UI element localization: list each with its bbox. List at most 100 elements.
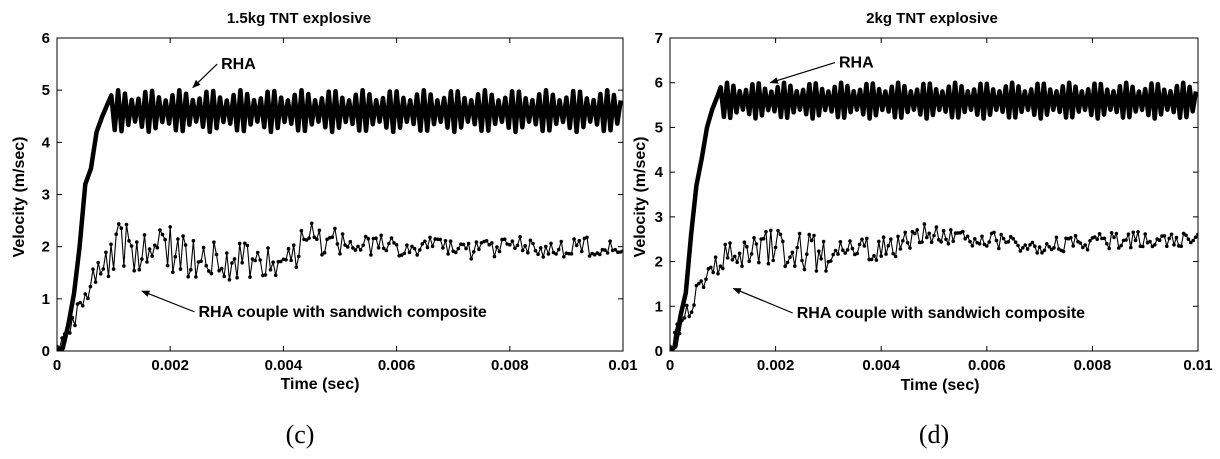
data-point (299, 228, 304, 233)
data-point (886, 243, 891, 248)
data-point (1191, 238, 1195, 243)
data-point (57, 346, 62, 350)
data-point (245, 243, 250, 248)
data-point (515, 243, 520, 248)
data-point (1054, 235, 1059, 240)
x-axis-label: Time (sec) (901, 377, 980, 394)
data-point (140, 257, 144, 261)
y-tick-label: 6 (655, 75, 663, 92)
data-point (1085, 248, 1090, 252)
y-axis-label: Velocity (m/sec) (632, 137, 649, 258)
data-point (977, 242, 982, 246)
data-point (129, 244, 134, 248)
data-point (1028, 243, 1032, 247)
data-point (96, 260, 100, 265)
data-point (307, 236, 311, 240)
data-point (812, 233, 816, 238)
data-point (740, 264, 744, 268)
data-point (538, 246, 543, 250)
data-point (1131, 230, 1135, 235)
y-tick-label: 2 (655, 254, 663, 271)
data-point (127, 239, 131, 243)
data-point (379, 233, 384, 238)
data-point (366, 236, 371, 241)
data-point (75, 302, 80, 306)
data-point (343, 243, 347, 247)
data-point (1023, 243, 1027, 247)
data-point (384, 248, 389, 253)
data-point (752, 236, 756, 240)
data-point (454, 250, 458, 255)
data-point (970, 244, 975, 248)
x-tick-label: 0.008 (1074, 357, 1112, 374)
data-point (1148, 239, 1152, 244)
data-point (608, 239, 612, 243)
data-point (150, 254, 154, 258)
data-point (725, 255, 730, 260)
data-point (227, 278, 232, 282)
data-point (541, 255, 545, 259)
annotation-arrow (141, 290, 195, 313)
data-point (65, 325, 70, 330)
data-point (80, 303, 85, 308)
annotation-label: RHA couple with sandwich composite (199, 304, 487, 321)
data-point (937, 237, 941, 242)
y-tick-label: 2 (42, 239, 50, 256)
data-point (771, 258, 775, 263)
axes-frame (669, 37, 1199, 352)
data-point (783, 264, 787, 269)
data-point (286, 246, 291, 251)
data-point (944, 237, 948, 242)
data-point (86, 296, 90, 301)
data-point (433, 237, 438, 241)
data-point (559, 239, 564, 244)
data-point (137, 267, 142, 272)
x-tick-label: 0.006 (968, 357, 1006, 374)
data-point (1167, 236, 1171, 241)
data-point (963, 236, 967, 241)
series-line-composite (57, 222, 623, 349)
data-point (829, 259, 833, 263)
data-point (1184, 233, 1188, 238)
data-point (1107, 246, 1111, 251)
data-point (577, 238, 582, 243)
annotation-label: RHA (221, 56, 256, 73)
data-point (985, 244, 989, 248)
data-point (297, 254, 301, 259)
data-point (1035, 251, 1039, 255)
data-point (178, 267, 183, 271)
chart-panel-c: 1.5kg TNT explosive Time (sec) Velocity … (11, 10, 638, 449)
data-point (603, 248, 607, 252)
data-point (73, 323, 77, 328)
data-point (776, 228, 780, 233)
data-point (922, 222, 927, 226)
data-point (598, 252, 602, 257)
data-point (980, 234, 984, 239)
data-point (824, 269, 828, 273)
data-point (78, 300, 82, 305)
data-point (88, 284, 93, 289)
data-point (788, 255, 792, 259)
data-point (425, 245, 430, 250)
data-point (673, 330, 677, 335)
data-point (291, 243, 296, 247)
data-point (459, 242, 463, 246)
data-point (405, 243, 409, 247)
data-point (1179, 244, 1183, 248)
data-point (135, 240, 139, 244)
data-point (168, 225, 172, 229)
y-tick-label: 5 (42, 82, 50, 99)
data-point (1114, 231, 1119, 236)
chart-panel-d: 2kg TNT explosive Time (sec) Velocity (m… (632, 10, 1213, 449)
data-point (951, 239, 955, 244)
data-point (171, 270, 175, 275)
data-point (1136, 230, 1140, 234)
data-point (913, 231, 917, 236)
data-point (279, 259, 283, 264)
data-point (472, 250, 476, 254)
data-point (1061, 249, 1066, 254)
data-point (268, 268, 273, 272)
data-point (845, 248, 850, 252)
data-point (508, 243, 512, 247)
